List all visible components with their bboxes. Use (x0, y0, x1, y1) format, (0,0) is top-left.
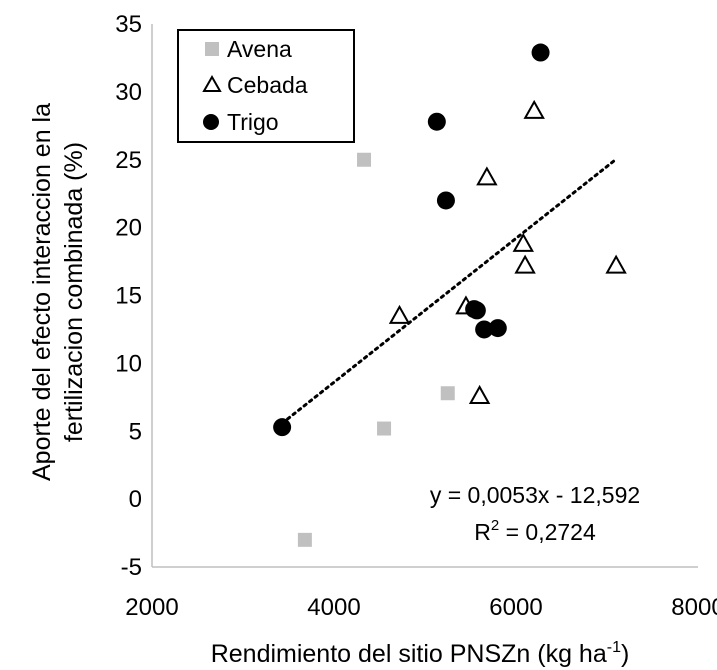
data-point-trigo (488, 319, 507, 338)
trendline-equation: y = 0,0053x - 12,592 (430, 482, 640, 508)
data-point-trigo (273, 418, 292, 437)
x-tick-label: 2000 (125, 594, 178, 621)
legend-label-avena: Avena (227, 36, 292, 62)
data-point-trigo (531, 43, 550, 62)
r-squared-sup: 2 (491, 517, 499, 534)
data-point-avena (297, 532, 312, 547)
data-point-cebada (512, 232, 534, 252)
x-axis-title-end: ) (621, 640, 629, 668)
y-tick-label: 20 (115, 215, 142, 242)
y-tick-labels: -5 0 5 10 15 20 25 30 35 (115, 11, 142, 581)
x-axis-title-main: Rendimiento del sitio PNSZn (kg ha (211, 640, 607, 668)
data-point-trigo (467, 301, 486, 320)
y-tick-label: 35 (115, 11, 142, 38)
r-squared-value: = 0,2724 (499, 519, 596, 545)
data-points (273, 43, 627, 547)
y-axis-title-line1: Aporte del efecto interaccion en la (28, 103, 56, 481)
data-point-trigo (475, 320, 494, 339)
data-point-avena (357, 152, 372, 167)
y-tick-label: 25 (115, 147, 142, 174)
legend-label-trigo: Trigo (227, 109, 279, 135)
legend-marker-trigo (203, 114, 219, 130)
r-squared-r: R (474, 519, 491, 545)
r-squared-label: R2 = 0,2724 (474, 517, 596, 545)
y-tick-label: 0 (129, 486, 142, 513)
data-point-trigo (427, 112, 446, 131)
x-axis-title-superscript: -1 (607, 639, 621, 656)
data-point-avena (377, 421, 392, 436)
y-axis-title-line2: fertilizacion combinada (%) (60, 142, 88, 442)
data-point-avena (440, 386, 455, 401)
x-tick-label: 4000 (307, 594, 360, 621)
x-tick-labels: 2000 4000 6000 8000 (125, 594, 717, 621)
y-axis-title: Aporte del efecto interaccion en la fert… (28, 103, 88, 481)
data-point-cebada (388, 304, 411, 324)
data-point-cebada (514, 254, 536, 274)
y-tick-label: 30 (115, 79, 142, 106)
y-tick-label: 15 (115, 283, 142, 310)
y-tick-label: 10 (115, 350, 142, 377)
data-point-trigo (436, 191, 455, 210)
x-axis-title: Rendimiento del sitio PNSZn (kg ha-1) (211, 639, 630, 668)
legend-label-cebada: Cebada (227, 72, 308, 98)
y-tick-label: 5 (129, 418, 142, 445)
data-point-cebada (468, 384, 491, 404)
data-point-cebada (523, 99, 545, 119)
data-point-cebada (605, 254, 627, 274)
x-tick-label: 6000 (489, 594, 542, 621)
legend-marker-avena (205, 42, 219, 56)
x-tick-label: 8000 (671, 594, 717, 621)
legend-marker-cebada (202, 74, 222, 92)
trendline (280, 157, 618, 425)
data-point-cebada (476, 166, 498, 186)
y-tick-label: -5 (121, 554, 142, 581)
legend: Avena Cebada Trigo (177, 29, 355, 143)
